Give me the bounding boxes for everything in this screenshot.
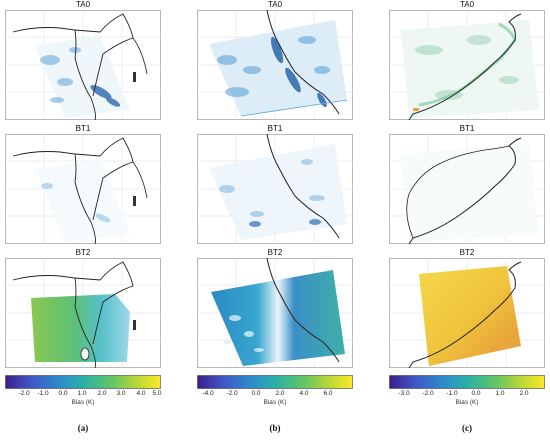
colorbar-tick: 0.0 <box>251 390 261 397</box>
colorbar-tick: 4.0 <box>136 390 146 397</box>
colorbar-tick: 3.0 <box>116 390 126 397</box>
map-india-bt2 <box>5 258 161 368</box>
colorbar-tick: -2.0 <box>226 390 238 397</box>
subfigure-label: (c) <box>462 423 472 433</box>
colorbar-tick: 2.0 <box>519 390 529 397</box>
colorbar-tick: 0.0 <box>58 390 68 397</box>
colorbar-c <box>389 375 545 389</box>
panel-title: TA0 <box>75 0 91 9</box>
colorbar-tick: 6.0 <box>323 390 333 397</box>
colorbar-tick: 1.0 <box>495 390 505 397</box>
map-brazil-ta0 <box>389 10 545 120</box>
panel-title: BT2 <box>459 248 475 257</box>
colorbar-a <box>5 375 161 389</box>
colorbar-tick: 2.0 <box>97 390 107 397</box>
map-westcoast-bt2 <box>197 258 353 368</box>
colorbar-tick: -3.0 <box>398 390 410 397</box>
column-b: TA0 BT1 <box>195 0 355 441</box>
colorbar-label: Bias (K) <box>263 399 287 406</box>
panel-b-bt1: BT1 <box>195 124 355 244</box>
colorbar-tick: 0.0 <box>471 390 481 397</box>
panel-title: TA0 <box>267 0 283 9</box>
panel-title: BT1 <box>75 124 91 133</box>
map-india-bt1 <box>5 134 161 244</box>
panel-a-bt1: BT1 <box>3 124 163 244</box>
subfigure-label: (a) <box>77 423 89 433</box>
subfigure-label: (b) <box>269 423 281 433</box>
colorbar-label: Bias (K) <box>71 399 95 406</box>
colorbar-tick: -2.0 <box>422 390 434 397</box>
colorbar-b <box>197 375 353 389</box>
panel-title: BT1 <box>267 124 283 133</box>
panel-a-bt2: BT2 <box>3 248 163 368</box>
map-brazil-bt2 <box>389 258 545 368</box>
colorbar-tick: -4.0 <box>202 390 214 397</box>
colorbar-tick: -1.0 <box>37 390 49 397</box>
colorbar-tick: 4.0 <box>299 390 309 397</box>
panel-b-bt2: BT2 <box>195 248 355 368</box>
column-c: TA0 BT1 <box>387 0 547 441</box>
map-brazil-bt1 <box>389 134 545 244</box>
map-india-ta0 <box>5 10 161 120</box>
panel-c-ta0: TA0 <box>387 0 547 120</box>
colorbar-tick: -2.0 <box>18 390 30 397</box>
map-westcoast-ta0 <box>197 10 353 120</box>
panel-b-ta0: TA0 <box>195 0 355 120</box>
panel-title: TA0 <box>459 0 475 9</box>
colorbar-tick: -1.0 <box>446 390 458 397</box>
panel-a-ta0: TA0 <box>3 0 163 120</box>
panel-c-bt2: BT2 <box>387 248 547 368</box>
panel-title: BT2 <box>267 248 283 257</box>
colorbar-tick: 2.0 <box>275 390 285 397</box>
colorbar-label: Bias (K) <box>455 399 479 406</box>
map-westcoast-bt1 <box>197 134 353 244</box>
colorbar-tick: 1.0 <box>77 390 87 397</box>
panel-title: BT2 <box>75 248 91 257</box>
colorbar-tick: 5.0 <box>152 390 162 397</box>
column-a: TA0 BT1 <box>3 0 163 441</box>
panel-c-bt1: BT1 <box>387 124 547 244</box>
panel-title: BT1 <box>459 124 475 133</box>
